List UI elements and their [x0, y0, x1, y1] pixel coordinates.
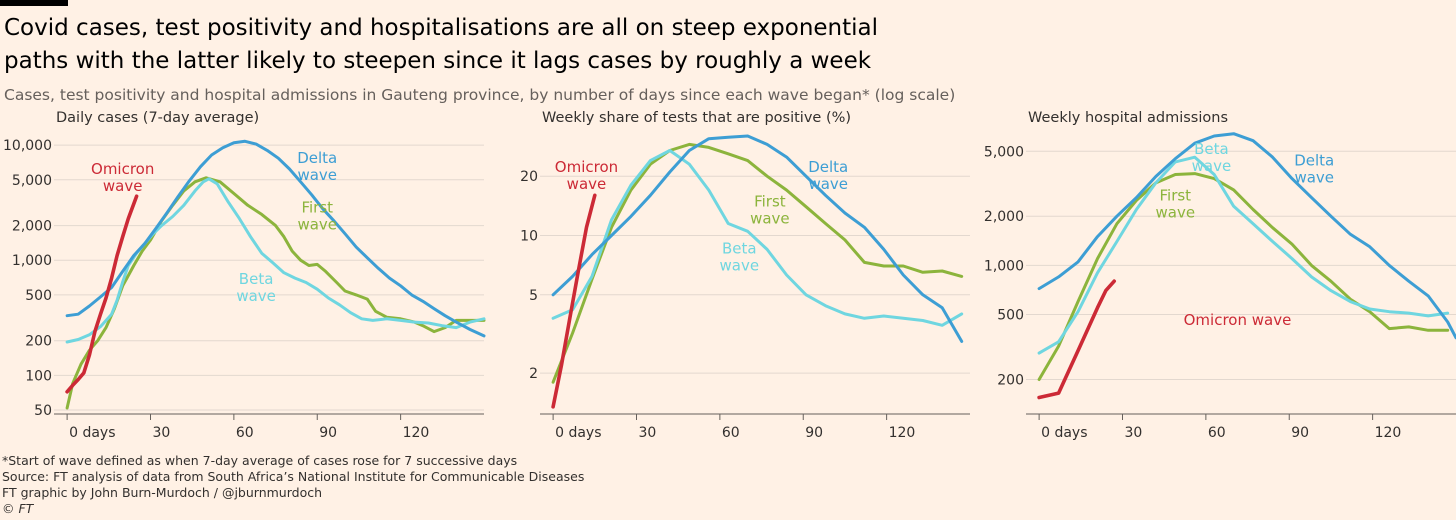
copyright-note: © FT	[2, 501, 34, 516]
credit-note: FT graphic by John Burn-Murdoch / @jburn…	[2, 485, 323, 500]
x-tick-label: 60	[236, 425, 254, 441]
series-label-line: Omicron wave	[1184, 311, 1292, 329]
series-label-omicron: Omicron wave	[555, 158, 618, 193]
series-line-omicron	[1037, 279, 1116, 400]
series-label-line: wave	[720, 257, 760, 275]
y-tick-label: 50	[34, 403, 52, 419]
x-tick-label: 30	[638, 425, 656, 441]
series-line-omicron	[65, 194, 139, 394]
x-tick-label: 120	[1375, 425, 1402, 441]
series-label-line: First	[754, 193, 786, 211]
y-tick-label: 1,000	[984, 258, 1024, 274]
source-note: Source: FT analysis of data from South A…	[2, 469, 585, 484]
y-tick-label: 5,000	[984, 144, 1024, 160]
footnote: *Start of wave defined as when 7-day ave…	[2, 453, 518, 468]
x-tick-label: 120	[403, 425, 430, 441]
x-tick-label: 30	[1124, 425, 1142, 441]
y-tick-label: 10,000	[3, 138, 52, 154]
series-line-delta	[65, 139, 486, 338]
y-tick-label: 1,000	[12, 253, 52, 269]
series-label-beta: Beta wave	[720, 240, 760, 275]
series-label-delta: Delta wave	[1294, 151, 1334, 186]
series-label-line: wave	[1156, 203, 1196, 221]
y-tick-label: 500	[997, 307, 1024, 323]
y-tick-label: 2,000	[984, 209, 1024, 225]
series-line-first	[1037, 172, 1450, 381]
series-label-beta: Beta wave	[1192, 140, 1232, 175]
chart-title: Weekly share of tests that are positive …	[542, 110, 851, 126]
series-label-beta: Beta wave	[236, 270, 276, 305]
series-label-line: wave	[297, 166, 337, 184]
x-tick-label: 60	[1208, 425, 1226, 441]
series-label-line: wave	[103, 177, 143, 195]
series-label-line: First	[301, 198, 333, 216]
x-tick-label: 120	[889, 425, 916, 441]
series-label-omicron: Omicron wave	[91, 160, 154, 195]
y-tick-label: 2,000	[12, 219, 52, 235]
y-tick-label: 5,000	[12, 173, 52, 189]
series-label-line: Beta	[1194, 140, 1229, 158]
series-line-beta	[1037, 155, 1450, 355]
y-tick-label: 10	[520, 228, 538, 244]
x-tick-label: 0 days	[69, 425, 115, 441]
chart-hospital-admissions: Weekly hospital admissions 200 500 1,000 2,0…	[984, 110, 1456, 441]
series-label-line: wave	[236, 287, 276, 305]
series-label-delta: Delta wave	[297, 149, 337, 184]
page-subtitle: Cases, test positivity and hospital admi…	[4, 86, 956, 104]
x-tick-label: 90	[319, 425, 337, 441]
series-line-omicron	[551, 193, 597, 409]
chart-title: Daily cases (7-day average)	[56, 110, 259, 126]
series-label-line: Delta	[1294, 151, 1334, 169]
series-label-line: Omicron	[91, 160, 154, 178]
x-tick-label: 30	[152, 425, 170, 441]
series-label-line: Beta	[722, 240, 757, 258]
y-tick-label: 2	[529, 366, 538, 382]
y-tick-label: 100	[25, 368, 52, 384]
series-label-line: wave	[750, 210, 790, 228]
series-label-line: wave	[808, 175, 848, 193]
y-tick-label: 5	[529, 288, 538, 304]
footer: *Start of wave defined as when 7-day ave…	[2, 453, 584, 517]
y-tick-label: 500	[25, 288, 52, 304]
series-label-line: Omicron	[555, 158, 618, 176]
x-tick-label: 90	[805, 425, 823, 441]
x-tick-label: 60	[722, 425, 740, 441]
x-tick-label: 90	[1291, 425, 1309, 441]
series-line-delta	[1037, 132, 1456, 340]
series-line-first	[551, 142, 964, 384]
series-label-delta: Delta wave	[808, 158, 848, 193]
series-line-delta	[551, 134, 964, 343]
chart-title: Weekly hospital admissions	[1028, 110, 1228, 126]
series-label-line: Delta	[808, 158, 848, 176]
series-label-line: Delta	[297, 149, 337, 167]
y-tick-label: 200	[25, 334, 52, 350]
series-label-first: First wave	[750, 193, 790, 228]
y-tick-label: 20	[520, 169, 538, 185]
series-label-line: First	[1160, 186, 1192, 204]
series-label-line: Beta	[239, 270, 274, 288]
series-line-beta	[65, 177, 486, 344]
series-label-line: wave	[1192, 157, 1232, 175]
series-label-line: wave	[297, 215, 337, 233]
chart-test-positivity: Weekly share of tests that are positive …	[520, 110, 970, 441]
ft-top-bar	[0, 0, 68, 6]
series-label-first: First wave	[1156, 186, 1196, 221]
x-tick-label: 0 days	[555, 425, 601, 441]
chart-daily-cases: Daily cases (7-day average) 50 100 200 500 1,…	[3, 110, 486, 441]
series-line-beta	[551, 149, 964, 327]
series-label-omicron: Omicron wave	[1184, 311, 1292, 329]
series-label-first: First wave	[297, 198, 337, 233]
y-tick-label: 200	[997, 372, 1024, 388]
series-label-line: wave	[1294, 168, 1334, 186]
series-label-line: wave	[567, 175, 607, 193]
x-tick-label: 0 days	[1041, 425, 1087, 441]
page-title: Covid cases, test positivity and hospita…	[4, 15, 879, 74]
